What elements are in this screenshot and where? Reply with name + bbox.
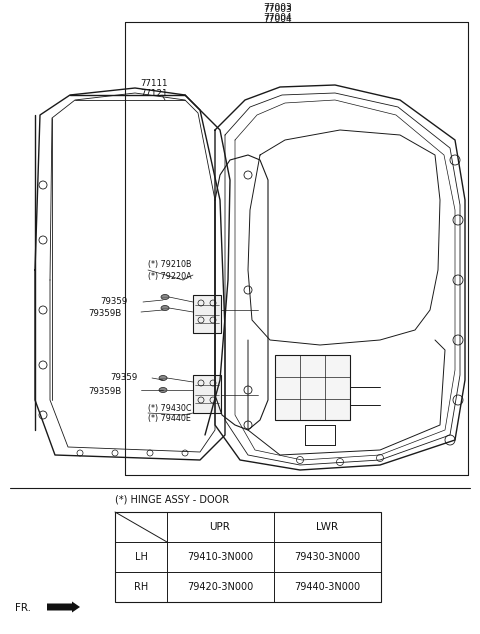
Text: UPR: UPR [210,522,230,532]
Text: 79359B: 79359B [88,309,121,318]
Text: 79430-3N000: 79430-3N000 [294,552,360,562]
Text: 79410-3N000: 79410-3N000 [187,552,253,562]
Text: 79420-3N000: 79420-3N000 [187,582,253,592]
Text: (*) 79440E: (*) 79440E [148,415,191,424]
Ellipse shape [161,306,169,311]
Ellipse shape [159,387,167,392]
Text: 79359: 79359 [110,373,137,382]
Text: (*) 79430C: (*) 79430C [148,403,192,413]
Text: RH: RH [134,582,148,592]
Bar [193,375,221,413]
Text: 77111: 77111 [140,79,168,87]
Bar [115,512,381,602]
Text: LH: LH [134,552,147,562]
Text: 79359: 79359 [100,297,127,306]
Text: LWR: LWR [316,522,338,532]
FancyArrow shape [47,602,80,612]
Text: 77121: 77121 [140,89,168,98]
Text: 77004: 77004 [264,15,292,25]
Text: (*) HINGE ASSY - DOOR: (*) HINGE ASSY - DOOR [115,495,229,505]
Text: 77004: 77004 [264,13,292,22]
Text: FR.: FR. [15,603,31,613]
Text: 77003: 77003 [264,4,292,13]
Ellipse shape [159,375,167,380]
Text: (*) 79220A: (*) 79220A [148,271,192,280]
Text: 77003: 77003 [264,6,292,15]
Bar [275,355,350,420]
Ellipse shape [161,295,169,299]
Text: 79359B: 79359B [88,387,121,396]
Text: 79440-3N000: 79440-3N000 [294,582,360,592]
Bar [193,295,221,333]
Text: (*) 79210B: (*) 79210B [148,261,192,269]
